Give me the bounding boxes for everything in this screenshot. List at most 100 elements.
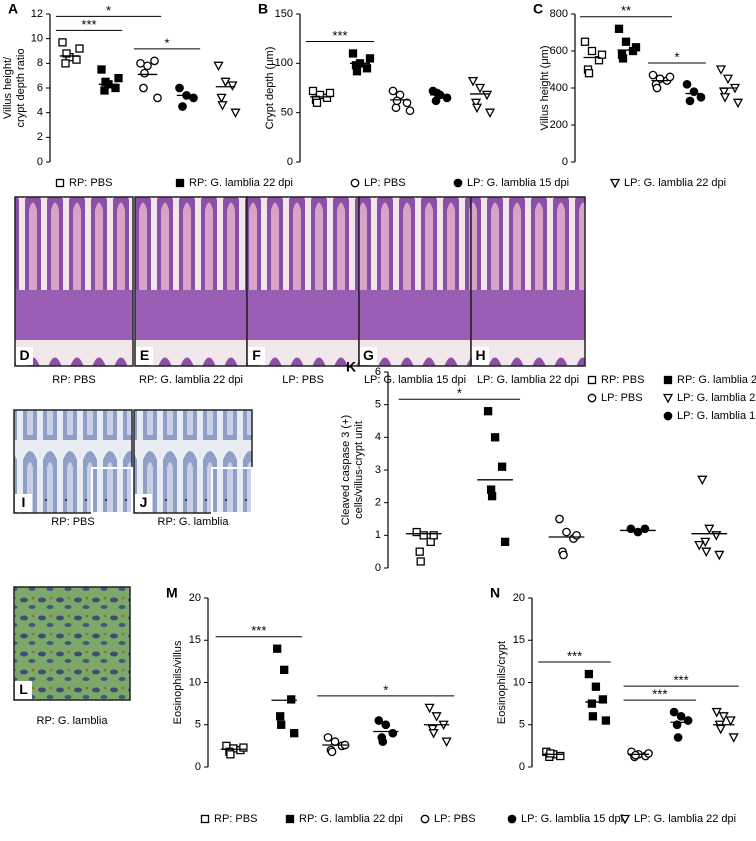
- micrograph: [133, 409, 253, 514]
- legend-label: RP: PBS: [69, 177, 112, 189]
- marker: [696, 92, 706, 102]
- marker: [614, 24, 624, 33]
- y-axis-label: cells/villus-crypt unit: [353, 421, 365, 519]
- y-tick-label: 4: [37, 107, 43, 119]
- legend-marker: [175, 178, 185, 188]
- marker: [648, 70, 658, 80]
- panel-label-box: [15, 681, 32, 699]
- y-tick-label: 800: [550, 8, 568, 20]
- y-tick-label: 0: [519, 761, 525, 773]
- y-tick-label: 10: [31, 33, 43, 45]
- marker: [388, 86, 398, 96]
- marker: [365, 54, 375, 63]
- marker: [276, 712, 285, 721]
- panel-label-box: [135, 494, 152, 512]
- marker: [308, 86, 318, 96]
- significance-label: *: [674, 49, 679, 64]
- caption: RP: G. lamblia: [37, 715, 109, 727]
- marker: [631, 750, 640, 760]
- marker: [312, 98, 322, 107]
- marker: [640, 524, 650, 534]
- significance-label: ***: [674, 673, 689, 688]
- panel-label-box: [136, 347, 153, 365]
- legend-marker: [587, 375, 597, 385]
- marker: [711, 531, 722, 541]
- marker: [715, 724, 726, 735]
- marker: [352, 67, 362, 76]
- marker: [591, 682, 601, 691]
- micrograph: [13, 586, 131, 701]
- panel-label: A: [8, 1, 18, 17]
- legend-marker: [420, 814, 430, 824]
- marker: [722, 74, 734, 85]
- marker: [374, 716, 384, 725]
- significance-label: *: [106, 3, 111, 18]
- caption: RP: PBS: [52, 374, 95, 386]
- marker: [715, 65, 727, 75]
- marker: [431, 712, 442, 722]
- y-tick-label: 1: [375, 529, 381, 541]
- marker: [500, 537, 510, 547]
- marker: [689, 87, 699, 97]
- inset: [211, 467, 253, 514]
- marker: [441, 737, 452, 748]
- y-tick-label: 200: [550, 119, 568, 131]
- marker: [631, 43, 641, 52]
- y-tick-label: 8: [37, 57, 43, 69]
- y-tick-label: 600: [550, 45, 568, 57]
- marker: [471, 103, 483, 114]
- marker: [61, 59, 70, 68]
- marker: [62, 49, 71, 58]
- panel-label: L: [19, 681, 28, 697]
- legend-marker: [453, 178, 463, 188]
- micrograph: [246, 196, 360, 367]
- marker: [58, 38, 67, 47]
- marker: [402, 98, 412, 108]
- legend-marker: [663, 375, 673, 385]
- legend-marker: [350, 178, 360, 188]
- marker: [415, 547, 424, 556]
- marker: [652, 83, 662, 93]
- y-tick-label: 50: [281, 107, 293, 119]
- significance-label: *: [457, 386, 462, 401]
- marker: [728, 733, 739, 743]
- marker: [467, 76, 479, 87]
- marker: [348, 49, 358, 58]
- legend-marker: [200, 814, 210, 824]
- marker: [280, 665, 289, 674]
- marker: [325, 88, 335, 98]
- significance-label: *: [383, 682, 388, 697]
- marker: [697, 475, 708, 486]
- y-axis-label: crypt depth ratio: [15, 49, 27, 128]
- marker: [227, 81, 238, 91]
- micrograph: [14, 196, 134, 367]
- marker: [327, 747, 337, 757]
- marker: [100, 86, 109, 95]
- inset: [91, 467, 133, 514]
- marker: [559, 550, 568, 560]
- marker: [676, 711, 686, 721]
- caption: RP: G. lamblia: [158, 516, 230, 528]
- y-tick-label: 15: [189, 634, 201, 646]
- marker: [75, 44, 84, 53]
- legend-marker: [587, 393, 597, 403]
- marker: [239, 743, 248, 752]
- marker: [562, 527, 571, 537]
- marker: [665, 72, 675, 82]
- legend-marker: [609, 178, 621, 189]
- marker: [416, 557, 425, 566]
- legend-marker: [507, 814, 517, 824]
- y-tick-label: 3: [375, 464, 381, 476]
- marker: [633, 527, 643, 537]
- y-tick-label: 5: [375, 399, 381, 411]
- legend-label: LP: G. lamblia 15 dpi: [677, 410, 756, 422]
- panel-label: H: [475, 347, 485, 363]
- marker: [424, 703, 435, 714]
- marker: [217, 101, 228, 111]
- marker: [556, 751, 565, 761]
- y-axis-label: Villus height/: [2, 56, 14, 119]
- marker: [72, 55, 81, 64]
- marker: [428, 729, 439, 739]
- legend-label: RP: PBS: [601, 374, 644, 386]
- panel-label: F: [252, 347, 261, 363]
